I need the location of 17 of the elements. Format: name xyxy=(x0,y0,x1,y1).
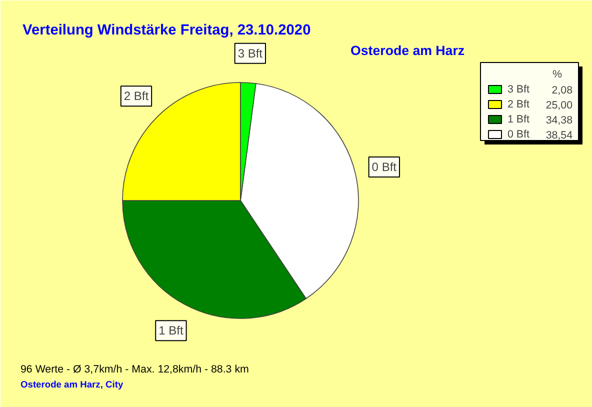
legend-label: 2 Bft xyxy=(508,98,530,110)
legend-label: 1 Bft xyxy=(508,114,530,126)
slice-label: 3 Bft xyxy=(238,46,264,60)
text: 96 Werte - Ø 3,7km/h - Max. 12,8km/h - 88.3 km xyxy=(20,364,250,376)
data-label: 34,38 xyxy=(546,114,573,126)
slice-label: 1 Bft xyxy=(158,324,184,338)
slice-label: 0 Bft xyxy=(372,160,398,174)
legend-label: 3 Bft xyxy=(508,84,530,96)
data-label: 25,00 xyxy=(546,100,573,112)
slice-label: 2 Bft xyxy=(124,89,150,104)
data-label: 2,08 xyxy=(552,84,573,96)
chart-subtitle: Osterode am Harz xyxy=(350,43,465,58)
legend-title: % xyxy=(552,68,562,80)
legend-label: 0 Bft xyxy=(508,128,530,140)
chart-title: Verteilung Windstärke Freitag, 23.10.2020 xyxy=(22,22,311,38)
data-label: 38,54 xyxy=(546,130,573,142)
text: Osterode am Harz, City xyxy=(20,380,124,390)
